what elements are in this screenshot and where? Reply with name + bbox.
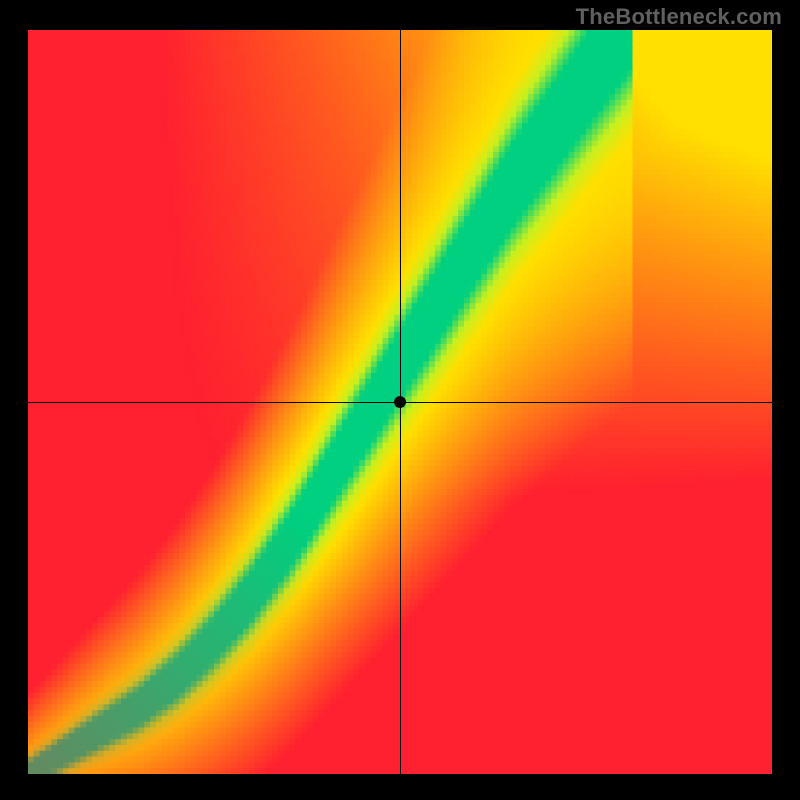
chart-container: TheBottleneck.com bbox=[0, 0, 800, 800]
crosshair-vertical bbox=[400, 30, 401, 774]
watermark-text: TheBottleneck.com bbox=[576, 4, 782, 30]
